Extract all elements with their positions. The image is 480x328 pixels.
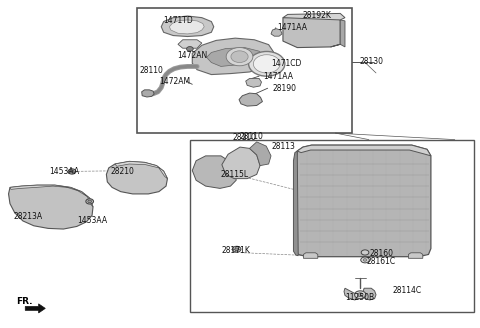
Text: 28115L: 28115L bbox=[221, 170, 249, 179]
Circle shape bbox=[361, 250, 369, 255]
Circle shape bbox=[88, 200, 92, 203]
Polygon shape bbox=[192, 156, 236, 188]
Text: 28110: 28110 bbox=[140, 66, 164, 75]
Polygon shape bbox=[303, 253, 318, 258]
Polygon shape bbox=[107, 161, 168, 194]
Circle shape bbox=[253, 55, 280, 73]
Polygon shape bbox=[296, 145, 431, 257]
Text: 1472AN: 1472AN bbox=[177, 51, 207, 60]
Text: FR.: FR. bbox=[16, 297, 32, 306]
Polygon shape bbox=[246, 78, 262, 87]
Polygon shape bbox=[239, 93, 263, 106]
Polygon shape bbox=[363, 288, 376, 300]
Polygon shape bbox=[271, 29, 282, 36]
Polygon shape bbox=[115, 161, 168, 179]
Bar bbox=[190, 140, 474, 312]
Circle shape bbox=[358, 293, 363, 297]
Text: 1472AM: 1472AM bbox=[159, 77, 190, 86]
Polygon shape bbox=[9, 185, 93, 229]
Text: 28110: 28110 bbox=[240, 132, 264, 141]
Text: 28114C: 28114C bbox=[393, 286, 422, 295]
Circle shape bbox=[361, 257, 369, 263]
Text: 1471AA: 1471AA bbox=[263, 72, 293, 81]
Text: 1453AA: 1453AA bbox=[49, 167, 79, 176]
Circle shape bbox=[226, 48, 253, 66]
Text: 28113: 28113 bbox=[271, 142, 295, 151]
Circle shape bbox=[363, 259, 367, 261]
Circle shape bbox=[68, 169, 76, 174]
Text: 28192K: 28192K bbox=[302, 11, 331, 20]
Polygon shape bbox=[222, 147, 260, 179]
Polygon shape bbox=[293, 151, 298, 256]
Circle shape bbox=[187, 47, 193, 51]
Text: 1453AA: 1453AA bbox=[77, 216, 107, 225]
Circle shape bbox=[235, 248, 239, 251]
Polygon shape bbox=[297, 145, 431, 156]
Polygon shape bbox=[10, 185, 93, 207]
Text: 1471CD: 1471CD bbox=[271, 59, 301, 68]
Circle shape bbox=[231, 51, 248, 63]
Text: 28130: 28130 bbox=[360, 57, 384, 66]
Circle shape bbox=[249, 51, 285, 76]
Circle shape bbox=[355, 291, 366, 298]
Circle shape bbox=[232, 246, 241, 252]
Polygon shape bbox=[283, 13, 345, 20]
Polygon shape bbox=[142, 90, 154, 97]
Text: 28160: 28160 bbox=[370, 249, 394, 258]
Polygon shape bbox=[25, 304, 45, 313]
Text: 1471TD: 1471TD bbox=[164, 16, 193, 25]
Polygon shape bbox=[331, 20, 345, 47]
Polygon shape bbox=[161, 16, 214, 36]
Polygon shape bbox=[206, 48, 264, 67]
Text: 28171K: 28171K bbox=[222, 246, 251, 255]
Polygon shape bbox=[283, 16, 340, 48]
Text: 11250B: 11250B bbox=[345, 294, 374, 302]
Polygon shape bbox=[178, 40, 202, 48]
Text: 28210: 28210 bbox=[110, 167, 134, 176]
Polygon shape bbox=[192, 38, 274, 74]
Polygon shape bbox=[344, 288, 359, 300]
Text: 28213A: 28213A bbox=[13, 212, 42, 220]
Polygon shape bbox=[169, 20, 204, 34]
Bar bbox=[137, 8, 352, 133]
Text: 28190: 28190 bbox=[273, 84, 297, 93]
Circle shape bbox=[86, 199, 94, 204]
Polygon shape bbox=[408, 253, 423, 258]
Text: 28161C: 28161C bbox=[366, 257, 396, 266]
Text: 28110: 28110 bbox=[232, 133, 256, 142]
Polygon shape bbox=[250, 142, 271, 166]
Circle shape bbox=[70, 170, 74, 173]
Text: 1471AA: 1471AA bbox=[277, 23, 307, 32]
